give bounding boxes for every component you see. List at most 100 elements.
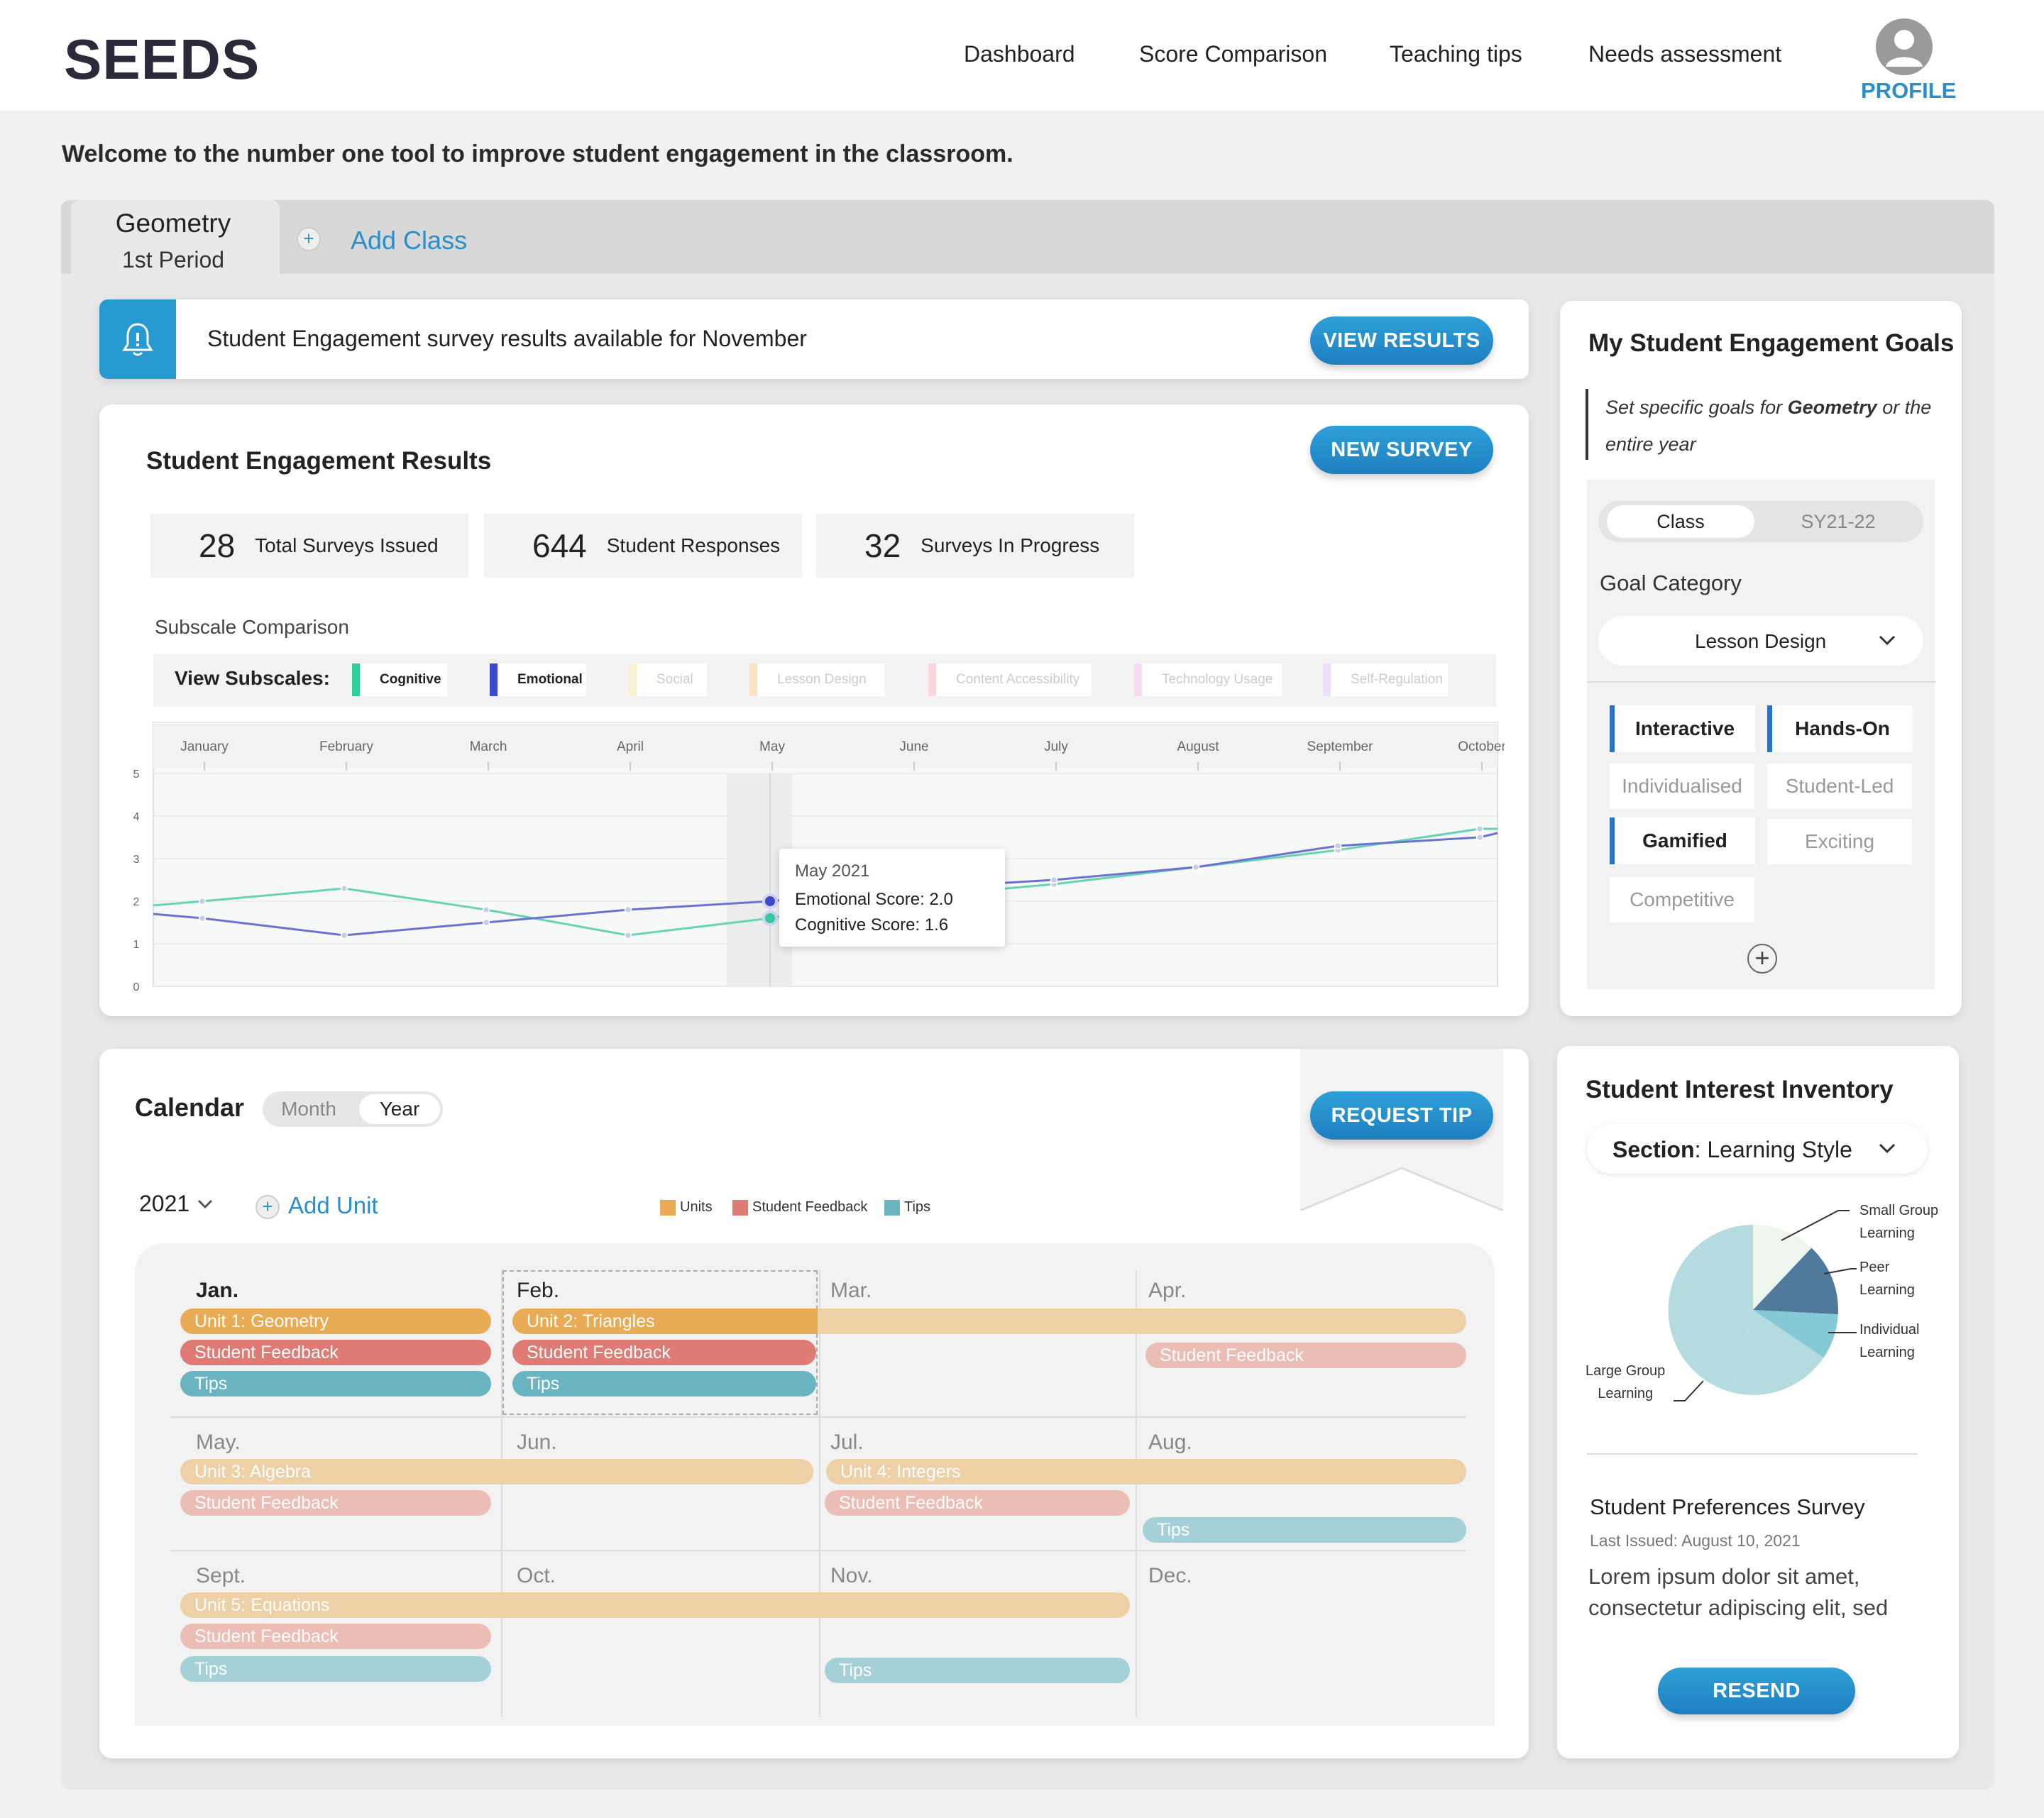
add-class-plus-icon[interactable]: + xyxy=(297,227,321,251)
request-tip-button[interactable]: REQUEST TIP xyxy=(1310,1091,1493,1140)
tab-strip xyxy=(61,200,1994,274)
nav-teaching-tips[interactable]: Teaching tips xyxy=(1390,41,1522,67)
month-dec[interactable]: Dec. xyxy=(1148,1564,1192,1587)
profile-avatar-icon[interactable] xyxy=(1876,18,1933,75)
subscale-heading: Subscale Comparison xyxy=(155,616,349,638)
desc-bold: Geometry xyxy=(1787,397,1877,418)
prefs-survey-title: Student Preferences Survey xyxy=(1590,1494,1865,1519)
goal-tag-interactive[interactable]: Interactive xyxy=(1610,705,1755,752)
stat-student-responses: 644 Student Responses xyxy=(484,514,802,578)
new-survey-button[interactable]: NEW SURVEY xyxy=(1310,426,1493,474)
subscale-chip-social[interactable]: Social xyxy=(629,663,707,696)
subscale-chip-emotional[interactable]: Emotional xyxy=(490,663,586,696)
nav-score-comparison[interactable]: Score Comparison xyxy=(1139,41,1327,67)
goal-category-label: Goal Category xyxy=(1600,571,1742,595)
section-value: Learning Style xyxy=(1707,1137,1852,1162)
goal-tag-competitive[interactable]: Competitive xyxy=(1610,877,1754,922)
month-jul[interactable]: Jul. xyxy=(830,1431,864,1454)
pie-slice-individual xyxy=(1753,1310,1838,1358)
subscale-chip-self-regulation[interactable]: Self-Regulation xyxy=(1323,663,1448,696)
unit-bar-integers[interactable]: Unit 4: Integers xyxy=(826,1459,1466,1484)
tips-bar[interactable]: Tips xyxy=(825,1658,1130,1683)
month-apr[interactable]: Apr. xyxy=(1148,1279,1187,1302)
x-tick-label: April xyxy=(617,739,644,754)
unit-bar-algebra[interactable]: Unit 3: Algebra xyxy=(180,1459,813,1484)
profile-label[interactable]: PROFILE xyxy=(1861,78,1957,103)
month-jan[interactable]: Jan. xyxy=(196,1279,239,1302)
add-unit-plus-icon[interactable]: + xyxy=(256,1195,280,1219)
toggle-year[interactable]: Year xyxy=(359,1094,440,1124)
section-dropdown[interactable]: Section: Learning Style xyxy=(1587,1124,1928,1174)
add-unit-link[interactable]: Add Unit xyxy=(288,1192,378,1218)
month-feb[interactable]: Feb. xyxy=(517,1279,560,1302)
tooltip-emotional: Emotional Score: 2.0 xyxy=(795,890,953,909)
dropdown-value: Lesson Design xyxy=(1695,630,1827,652)
pie-label-peer: Peer Learning xyxy=(1859,1256,1915,1301)
month-sept[interactable]: Sept. xyxy=(196,1564,246,1587)
unit-bar-equations[interactable]: Unit 5: Equations xyxy=(180,1592,1130,1618)
legend-swatch xyxy=(732,1199,748,1216)
pie-slice-peer xyxy=(1753,1247,1838,1315)
month-jun[interactable]: Jun. xyxy=(517,1431,557,1454)
tips-bar[interactable]: Tips xyxy=(180,1371,491,1396)
chevron-down-icon xyxy=(198,1199,213,1208)
add-class-link[interactable]: Add Class xyxy=(351,226,468,255)
tips-bar[interactable]: Tips xyxy=(180,1656,491,1682)
month-oct[interactable]: Oct. xyxy=(517,1564,556,1587)
month-nov[interactable]: Nov. xyxy=(830,1564,873,1587)
pie-label-small-group: Small Group Learning xyxy=(1859,1199,1938,1245)
interest-divider xyxy=(1587,1453,1918,1455)
swatch xyxy=(352,663,360,696)
data-point xyxy=(1192,863,1200,871)
data-point xyxy=(1334,842,1342,850)
add-goal-plus-icon[interactable]: + xyxy=(1747,944,1777,974)
subscale-chip-cognitive[interactable]: Cognitive xyxy=(352,663,447,696)
nav-needs-assessment[interactable]: Needs assessment xyxy=(1588,41,1782,67)
desc-pre: Set specific goals for xyxy=(1605,397,1788,418)
prefs-survey-body: Lorem ipsum dolor sit amet, consectetur … xyxy=(1588,1564,1889,1620)
toggle-month[interactable]: Month xyxy=(281,1098,336,1120)
x-tick-label: January xyxy=(180,739,229,754)
prefs-survey-date: Last Issued: August 10, 2021 xyxy=(1590,1531,1801,1550)
data-point xyxy=(762,910,778,926)
goal-tag-student-led[interactable]: Student-Led xyxy=(1767,764,1912,809)
x-tick-label: February xyxy=(319,739,374,754)
chip-label: Social xyxy=(656,672,693,687)
feedback-bar[interactable]: Student Feedback xyxy=(180,1490,491,1516)
unit-bar-triangles[interactable]: Unit 2: Triangles xyxy=(512,1309,818,1334)
resend-button[interactable]: RESEND xyxy=(1658,1668,1855,1714)
goal-tag-exciting[interactable]: Exciting xyxy=(1767,819,1912,864)
feedback-bar[interactable]: Student Feedback xyxy=(512,1340,816,1365)
tips-bar[interactable]: Tips xyxy=(512,1371,816,1396)
unit-bar-triangles-extension[interactable] xyxy=(781,1309,1466,1334)
nav-dashboard[interactable]: Dashboard xyxy=(964,41,1075,67)
goal-tag-gamified[interactable]: Gamified xyxy=(1610,817,1755,864)
pie-label-line: Learning xyxy=(1859,1225,1915,1241)
subscale-chip-technology-usage[interactable]: Technology Usage xyxy=(1134,663,1282,696)
goal-category-dropdown[interactable]: Lesson Design xyxy=(1598,616,1923,666)
data-point xyxy=(482,918,490,927)
month-mar[interactable]: Mar. xyxy=(830,1279,872,1302)
toggle-sy21-22[interactable]: SY21-22 xyxy=(1801,510,1876,532)
month-may[interactable]: May. xyxy=(196,1431,241,1454)
subscale-chip-lesson-design[interactable]: Lesson Design xyxy=(749,663,884,696)
legend-tips: Tips xyxy=(884,1199,930,1216)
data-point xyxy=(624,905,632,914)
tab-geometry[interactable] xyxy=(71,200,280,274)
top-bar xyxy=(0,0,2044,111)
grid-divider xyxy=(1136,1270,1137,1717)
subscale-chip-content-accessibility[interactable]: Content Accessibility xyxy=(928,663,1092,696)
year-selector[interactable]: 2021 xyxy=(139,1191,214,1217)
logo[interactable]: SEEDS xyxy=(64,28,260,91)
feedback-bar[interactable]: Student Feedback xyxy=(180,1340,491,1365)
view-results-button[interactable]: VIEW RESULTS xyxy=(1310,316,1493,365)
feedback-bar[interactable]: Student Feedback xyxy=(180,1624,491,1649)
feedback-bar[interactable]: Student Feedback xyxy=(1145,1343,1466,1368)
tips-bar[interactable]: Tips xyxy=(1143,1517,1466,1543)
toggle-class[interactable]: Class xyxy=(1607,505,1754,538)
unit-bar-geometry[interactable]: Unit 1: Geometry xyxy=(180,1309,491,1334)
goal-tag-individualised[interactable]: Individualised xyxy=(1610,764,1754,809)
goal-tag-hands-on[interactable]: Hands-On xyxy=(1767,705,1913,752)
feedback-bar[interactable]: Student Feedback xyxy=(825,1490,1130,1516)
month-aug[interactable]: Aug. xyxy=(1148,1431,1192,1454)
